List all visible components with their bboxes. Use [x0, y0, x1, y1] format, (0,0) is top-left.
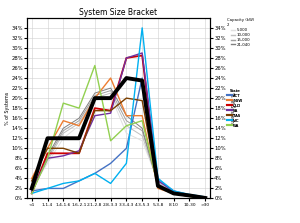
Title: System Size Bracket: System Size Bracket — [80, 8, 158, 17]
Y-axis label: % of Systems: % of Systems — [5, 91, 10, 125]
Legend: ACT, NSW, QLD, SA, TAS, VIC, WA: ACT, NSW, QLD, SA, TAS, VIC, WA — [226, 89, 243, 128]
Y-axis label: % of Systems: % of Systems — [229, 91, 234, 125]
